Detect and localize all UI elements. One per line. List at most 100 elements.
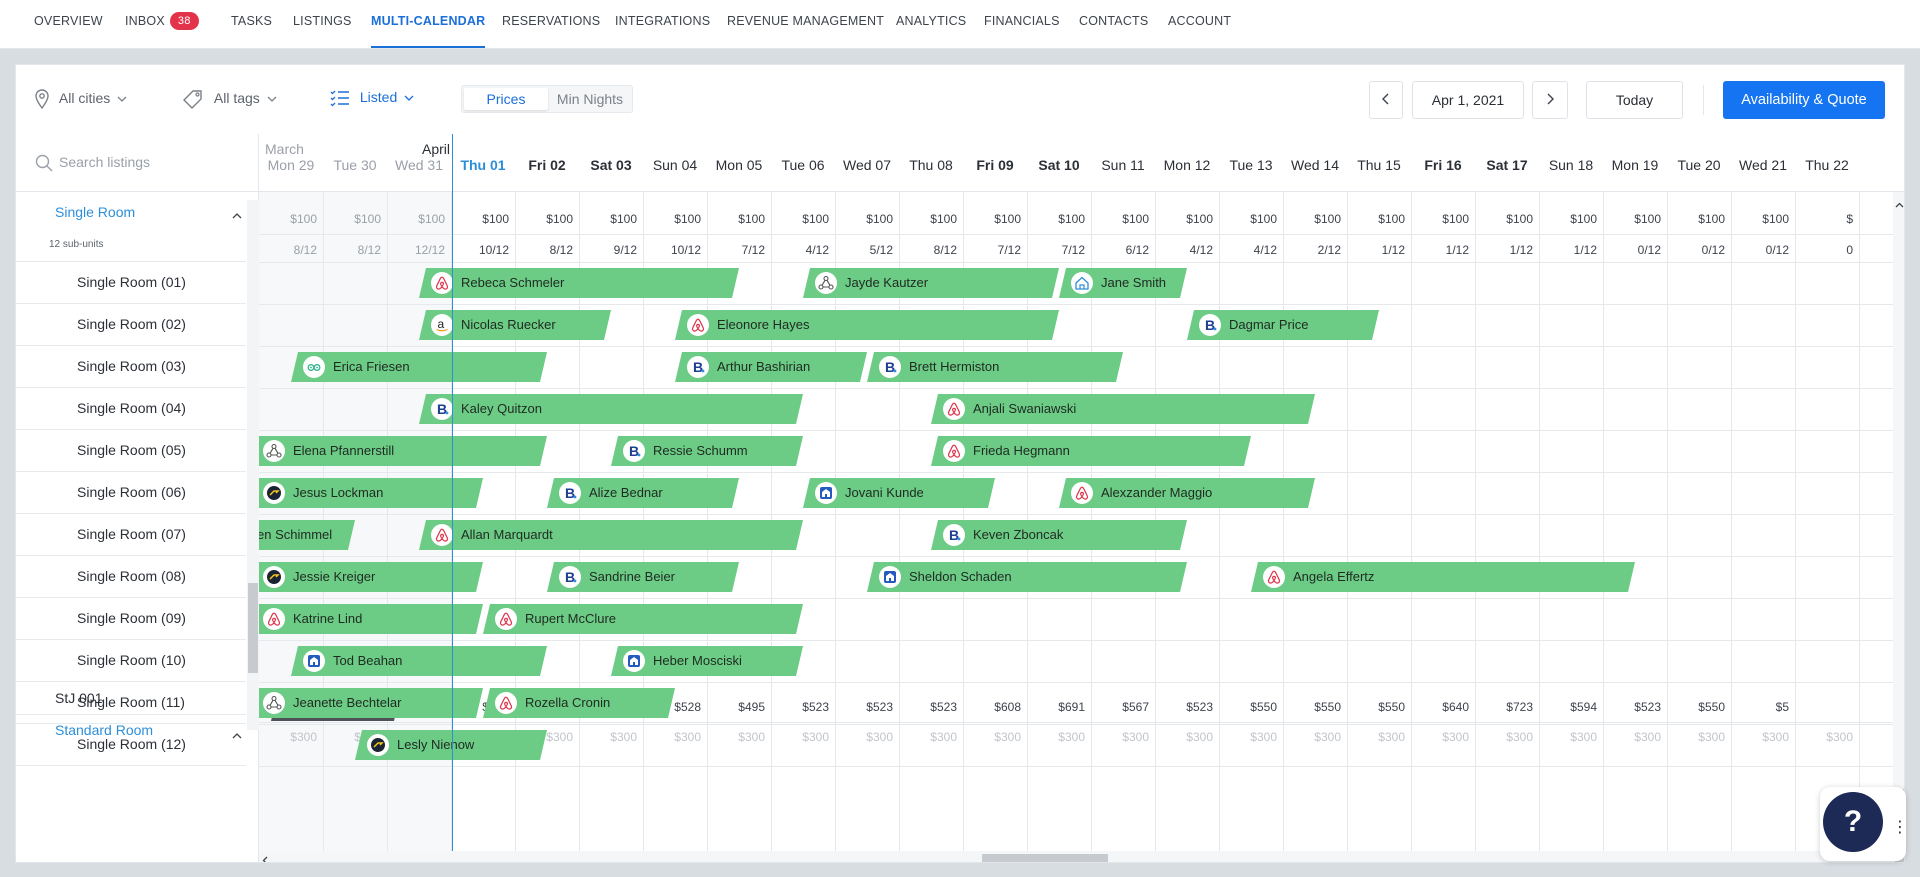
- nav-inbox[interactable]: INBOX 38: [125, 0, 199, 48]
- listing-price-cell[interactable]: $300: [290, 730, 317, 744]
- group-standard-room[interactable]: Standard Room: [16, 716, 246, 750]
- group-price-cell[interactable]: $100: [1058, 212, 1085, 226]
- listing-price-cell[interactable]: $691: [1058, 700, 1085, 714]
- reservation-bar[interactable]: Eleonore Hayes: [675, 310, 1059, 340]
- group-price-cell[interactable]: $100: [1314, 212, 1341, 226]
- listing-price-cell[interactable]: $300: [994, 730, 1021, 744]
- group-price-cell[interactable]: $100: [1442, 212, 1469, 226]
- listing-price-cell[interactable]: $550: [1250, 700, 1277, 714]
- nav-revenue-management[interactable]: REVENUE MANAGEMENT: [727, 0, 884, 48]
- listing-price-cell[interactable]: $723: [1506, 700, 1533, 714]
- reservation-bar[interactable]: Erica Friesen: [291, 352, 547, 382]
- listing-price-cell[interactable]: $300: [1378, 730, 1405, 744]
- reservation-bar[interactable]: en Schimmel: [259, 520, 355, 550]
- listed-filter[interactable]: Listed: [330, 89, 414, 107]
- reservation-bar[interactable]: Katrine Lind: [259, 604, 483, 634]
- listing-price-cell[interactable]: $300: [1442, 730, 1469, 744]
- reservation-bar[interactable]: B Keven Zboncak: [931, 520, 1187, 550]
- group-price-cell[interactable]: $100: [1186, 212, 1213, 226]
- listing-price-cell[interactable]: $300: [1314, 730, 1341, 744]
- listing-price-cell[interactable]: $300: [674, 730, 701, 744]
- reservation-bar[interactable]: Allan Marquardt: [419, 520, 803, 550]
- nav-contacts[interactable]: CONTACTS: [1079, 0, 1148, 48]
- listing-price-cell[interactable]: $550: [1698, 700, 1725, 714]
- listing-price-cell[interactable]: $300: [802, 730, 829, 744]
- calendar-vertical-scrollbar[interactable]: [1893, 192, 1904, 862]
- reservation-bar[interactable]: a Nicolas Ruecker: [419, 310, 611, 340]
- reservation-bar[interactable]: B Alize Bednar: [547, 478, 739, 508]
- listing-row[interactable]: Single Room (02): [16, 304, 246, 346]
- nav-integrations[interactable]: INTEGRATIONS: [615, 0, 710, 48]
- listing-price-cell[interactable]: $300: [1250, 730, 1277, 744]
- listing-price-cell[interactable]: $495: [738, 700, 765, 714]
- listing-row[interactable]: Single Room (12): [16, 724, 246, 766]
- help-widget[interactable]: ? ⋮: [1820, 787, 1908, 861]
- scrollbar-thumb[interactable]: [982, 854, 1108, 862]
- listing-price-cell[interactable]: $300: [930, 730, 957, 744]
- scrollbar-thumb[interactable]: [248, 583, 258, 673]
- reservation-bar[interactable]: Jesus Lockman: [259, 478, 483, 508]
- listing-price-cell[interactable]: $300: [1698, 730, 1725, 744]
- more-options-icon[interactable]: ⋮: [1892, 819, 1908, 836]
- min-nights-tab[interactable]: Min Nights: [556, 91, 624, 107]
- reservation-bar[interactable]: Jessie Kreiger: [259, 562, 483, 592]
- listing-price-cell[interactable]: $594: [1570, 700, 1597, 714]
- listing-price-cell[interactable]: $528: [674, 700, 701, 714]
- nav-analytics[interactable]: ANALYTICS: [896, 0, 966, 48]
- listing-price-cell[interactable]: $300: [1058, 730, 1085, 744]
- listing-price-cell[interactable]: $523: [930, 700, 957, 714]
- reservation-bar[interactable]: Jeanette Bechtelar: [259, 688, 483, 718]
- listing-price-cell[interactable]: $300: [738, 730, 765, 744]
- reservation-bar[interactable]: B Sandrine Beier: [547, 562, 739, 592]
- group-price-cell[interactable]: $100: [290, 212, 317, 226]
- listing-price-cell[interactable]: $567: [1122, 700, 1149, 714]
- listing-price-cell[interactable]: $300: [1762, 730, 1789, 744]
- reservation-bar[interactable]: Angela Effertz: [1251, 562, 1635, 592]
- nav-tasks[interactable]: TASKS: [231, 0, 272, 48]
- listing-price-cell[interactable]: $300: [1634, 730, 1661, 744]
- listing-price-cell[interactable]: $608: [994, 700, 1021, 714]
- listing-row[interactable]: Single Room (09): [16, 598, 246, 640]
- cities-filter[interactable]: All cities: [35, 89, 127, 110]
- nav-reservations[interactable]: RESERVATIONS: [502, 0, 600, 48]
- listing-price-cell[interactable]: $523: [802, 700, 829, 714]
- listing-price-cell[interactable]: $300: [1570, 730, 1597, 744]
- listing-price-cell[interactable]: $550: [1314, 700, 1341, 714]
- reservation-bar[interactable]: B Dagmar Price: [1187, 310, 1379, 340]
- listing-stj-001[interactable]: StJ 001: [16, 681, 246, 715]
- reservation-bar[interactable]: Tod Beahan: [291, 646, 547, 676]
- group-price-cell[interactable]: $100: [354, 212, 381, 226]
- reservation-bar[interactable]: Lesly Nienow: [355, 730, 547, 760]
- group-price-cell[interactable]: $100: [930, 212, 957, 226]
- reservation-bar[interactable]: Rozella Cronin: [483, 688, 675, 718]
- nav-listings[interactable]: LISTINGS: [293, 0, 352, 48]
- reservation-bar[interactable]: Rupert McClure: [483, 604, 803, 634]
- listing-price-cell[interactable]: $523: [1186, 700, 1213, 714]
- group-price-cell[interactable]: $100: [738, 212, 765, 226]
- nav-account[interactable]: ACCOUNT: [1168, 0, 1231, 48]
- listing-price-cell[interactable]: $300: [546, 730, 573, 744]
- listing-price-cell[interactable]: $300: [1186, 730, 1213, 744]
- group-price-cell[interactable]: $100: [1762, 212, 1789, 226]
- group-price-cell[interactable]: $100: [674, 212, 701, 226]
- listing-price-cell[interactable]: $300: [866, 730, 893, 744]
- listing-price-cell[interactable]: $300: [610, 730, 637, 744]
- nav-overview[interactable]: OVERVIEW: [34, 0, 103, 48]
- prices-tab[interactable]: Prices: [464, 88, 548, 110]
- reservation-bar[interactable]: Jane Smith: [1059, 268, 1187, 298]
- group-price-cell[interactable]: $100: [1634, 212, 1661, 226]
- listing-price-cell[interactable]: $5: [1775, 700, 1789, 714]
- group-price-cell[interactable]: $100: [1378, 212, 1405, 226]
- group-single-room[interactable]: Single Room: [16, 204, 246, 220]
- group-price-cell[interactable]: $100: [482, 212, 509, 226]
- listing-price-cell[interactable]: $300: [1122, 730, 1149, 744]
- reservation-bar[interactable]: Frieda Hegmann: [931, 436, 1251, 466]
- group-price-cell[interactable]: $: [1846, 212, 1853, 226]
- date-picker[interactable]: Apr 1, 2021: [1412, 81, 1524, 119]
- group-price-cell[interactable]: $100: [1698, 212, 1725, 226]
- listing-row[interactable]: Single Room (10): [16, 640, 246, 682]
- sidebar-scrollbar[interactable]: [247, 200, 259, 730]
- next-period-button[interactable]: [1532, 81, 1568, 119]
- nav-multi-calendar[interactable]: MULTI-CALENDAR: [371, 0, 486, 48]
- listing-row[interactable]: Single Room (05): [16, 430, 246, 472]
